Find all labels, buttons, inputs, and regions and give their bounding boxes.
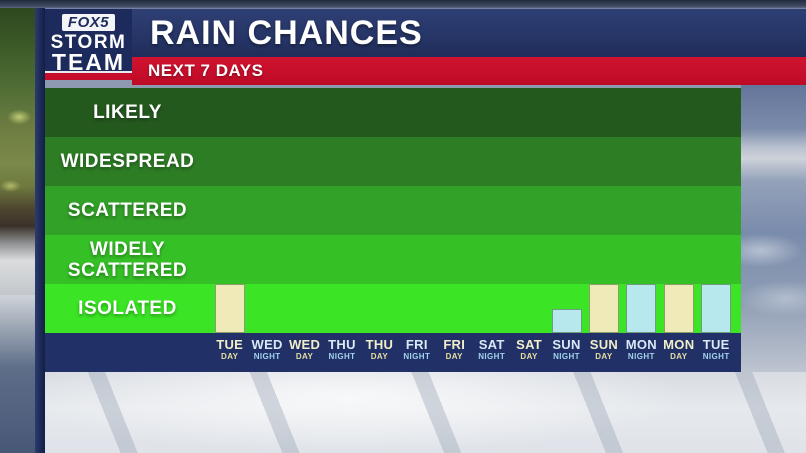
day-name-label: SAT	[516, 337, 543, 352]
bar-cell-wed-night	[248, 88, 285, 333]
day-period-label: DAY	[221, 352, 239, 361]
day-axis-strip: TUE DAY WED NIGHT WED DAY THU NIGHT THU DAY FRI NIG…	[45, 333, 741, 372]
page-title: RAIN CHANCES	[150, 14, 423, 52]
bar-cell-fri-day	[436, 88, 473, 333]
day-period-label: NIGHT	[627, 352, 655, 361]
studio-background-desk	[45, 372, 806, 453]
rain-chance-chart: LIKELY WIDESPREAD SCATTERED WIDELY SCATTERE…	[45, 88, 741, 333]
studio-background-left	[0, 295, 35, 453]
day-axis-labels: TUE DAY WED NIGHT WED DAY THU NIGHT THU DAY FRI NIG…	[211, 333, 735, 372]
day-name-label: MON	[625, 337, 657, 352]
chart-bands: LIKELY WIDESPREAD SCATTERED WIDELY SCATTERE…	[45, 88, 741, 333]
bar-cell-sun-day	[585, 88, 622, 333]
band-label: ISOLATED	[78, 298, 177, 319]
day-period-label: DAY	[595, 352, 613, 361]
day-name-label: FRI	[405, 337, 428, 352]
day-period-label: NIGHT	[478, 352, 506, 361]
rain-bar-tue-night	[701, 284, 732, 333]
day-period-label: NIGHT	[403, 352, 431, 361]
day-name-label: THU	[365, 337, 394, 352]
rain-bar-mon-day	[663, 284, 694, 333]
day-period-label: NIGHT	[253, 352, 281, 361]
day-name-label: TUE	[702, 337, 730, 352]
day-column-mon-day: MON DAY	[660, 333, 697, 372]
outdoor-camera-strip	[0, 8, 35, 295]
band-label: WIDESPREAD	[60, 151, 195, 172]
day-name-label: SUN	[552, 337, 581, 352]
band-label: SCATTERED	[67, 200, 188, 221]
day-period-label: NIGHT	[702, 352, 730, 361]
bar-cell-sat-night	[473, 88, 510, 333]
storm-team-logo: FOX5 STORM TEAM	[45, 8, 132, 80]
day-column-sat-night: SAT NIGHT	[473, 333, 510, 372]
day-period-label: NIGHT	[328, 352, 356, 361]
bar-cell-wed-day	[286, 88, 323, 333]
chart-bars	[211, 88, 735, 333]
day-column-tue-day: TUE DAY	[211, 333, 248, 372]
day-column-fri-night: FRI NIGHT	[398, 333, 435, 372]
day-column-wed-night: WED NIGHT	[248, 333, 285, 372]
title-bar: RAIN CHANCES	[132, 8, 806, 58]
band-widespread: WIDESPREAD	[45, 137, 741, 186]
logo-red-stripe	[45, 71, 132, 80]
day-name-label: WED	[288, 337, 321, 352]
bar-cell-thu-day	[361, 88, 398, 333]
bar-cell-thu-night	[323, 88, 360, 333]
day-name-label: SUN	[589, 337, 619, 352]
band-isolated: ISOLATED	[45, 284, 741, 333]
day-name-label: THU	[328, 337, 356, 352]
rain-bar-sun-night	[551, 308, 582, 333]
day-period-label: DAY	[295, 352, 314, 361]
day-period-label: DAY	[520, 352, 538, 361]
band-scattered: SCATTERED	[45, 186, 741, 235]
rain-bar-mon-night	[626, 284, 657, 333]
day-name-label: WED	[251, 337, 283, 352]
bar-cell-tue-night	[697, 88, 734, 333]
day-name-label: MON	[663, 337, 695, 352]
day-column-fri-day: FRI DAY	[436, 333, 473, 372]
rain-bar-tue-day	[214, 284, 245, 333]
band-label: WIDELY SCATTERED	[67, 238, 188, 281]
bar-cell-sun-night	[548, 88, 585, 333]
day-column-sun-day: SUN DAY	[585, 333, 622, 372]
day-period-label: DAY	[445, 352, 463, 361]
day-column-thu-day: THU DAY	[361, 333, 398, 372]
logo-storm-text: STORM	[50, 32, 127, 53]
day-name-label: TUE	[216, 337, 244, 352]
bar-cell-tue-day	[211, 88, 248, 333]
graphic-left-border	[35, 8, 45, 453]
day-name-label: SAT	[478, 337, 505, 352]
day-column-sat-day: SAT DAY	[510, 333, 547, 372]
fox5-logo-badge: FOX5	[61, 14, 116, 31]
day-period-label: NIGHT	[553, 352, 580, 361]
bar-cell-sat-day	[510, 88, 547, 333]
studio-background-top	[0, 0, 806, 10]
day-column-mon-night: MON NIGHT	[623, 333, 660, 372]
day-column-tue-night: TUE NIGHT	[697, 333, 734, 372]
day-name-label: FRI	[443, 337, 466, 352]
rain-bar-sun-day	[588, 284, 619, 333]
day-period-label: DAY	[370, 352, 389, 361]
bar-cell-mon-night	[623, 88, 660, 333]
day-column-wed-day: WED DAY	[286, 333, 323, 372]
day-column-sun-night: SUN NIGHT	[548, 333, 585, 372]
logo-team-text: TEAM	[51, 49, 126, 75]
band-widely-scattered: WIDELY SCATTERED	[45, 235, 741, 284]
day-column-thu-night: THU NIGHT	[323, 333, 360, 372]
band-likely: LIKELY	[45, 88, 741, 137]
band-label: LIKELY	[93, 102, 162, 123]
bar-cell-mon-day	[660, 88, 697, 333]
bar-cell-fri-night	[398, 88, 435, 333]
subtitle-banner: NEXT 7 DAYS	[132, 57, 806, 85]
day-period-label: DAY	[670, 352, 688, 361]
subtitle-text: NEXT 7 DAYS	[148, 61, 264, 80]
